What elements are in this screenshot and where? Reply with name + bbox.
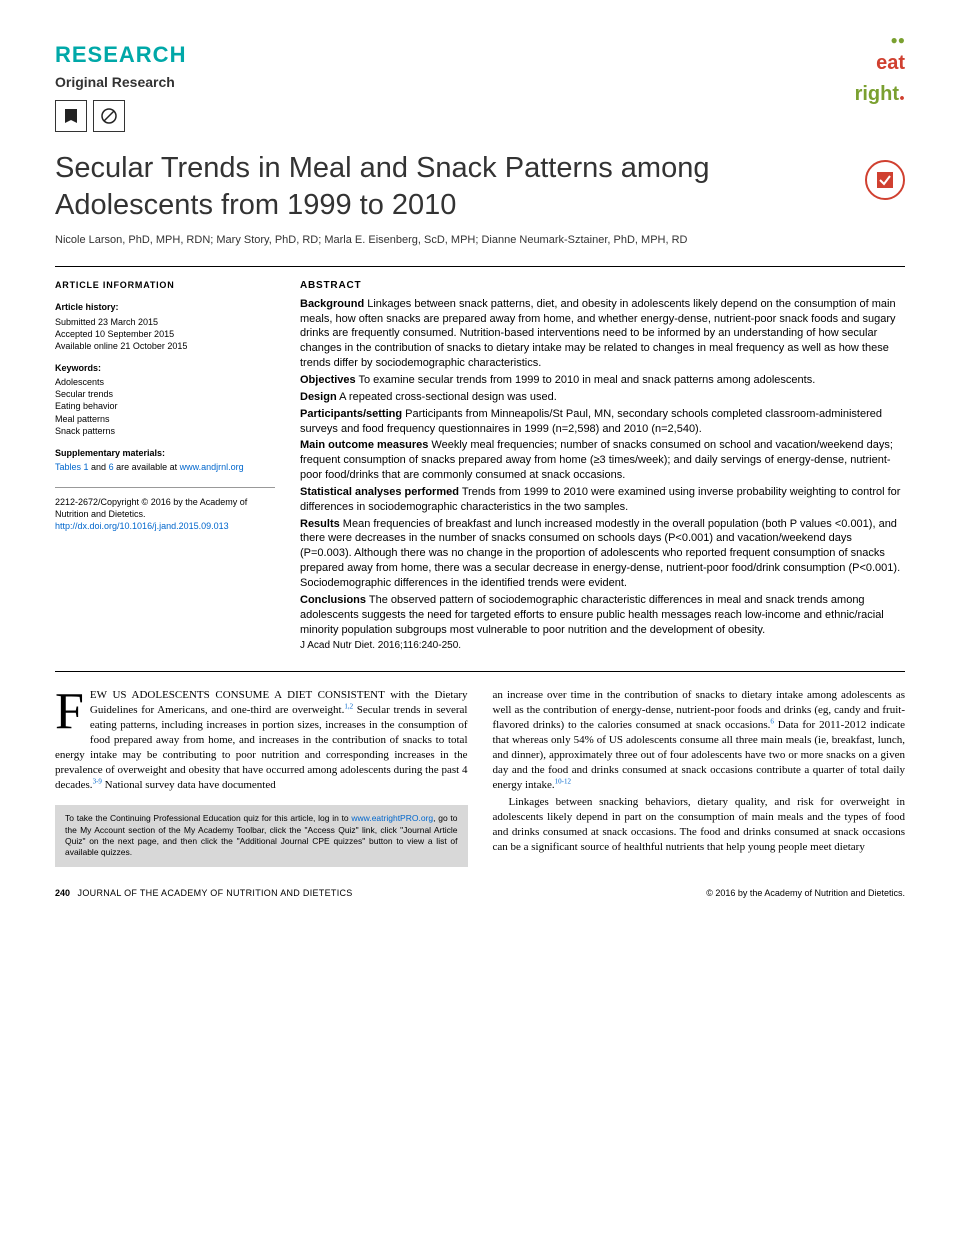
footer-copyright: © 2016 by the Academy of Nutrition and D… [706,887,905,900]
abstract-conclusions: Conclusions The observed pattern of soci… [300,593,905,638]
copyright-text: 2212-2672/Copyright © 2016 by the Academ… [55,496,275,520]
history-heading: Article history: [55,301,275,313]
dropcap: F [55,688,90,734]
keyword: Adolescents [55,376,275,388]
keyword: Snack patterns [55,425,275,437]
history-line: Submitted 23 March 2015 [55,316,275,328]
section-divider [55,266,905,267]
abstract-participants: Participants/setting Participants from M… [300,407,905,437]
cpe-url-link[interactable]: www.eatrightPRO.org [351,813,433,823]
authors-list: Nicole Larson, PhD, MPH, RDN; Mary Story… [55,233,905,248]
abstract-results: Results Mean frequencies of breakfast an… [300,517,905,591]
journal-name: JOURNAL OF THE ACADEMY OF NUTRITION AND … [78,888,353,898]
abstract-heading: ABSTRACT [300,279,905,293]
abstract-citation: J Acad Nutr Diet. 2016;116:240-250. [300,639,905,653]
keyword: Meal patterns [55,413,275,425]
book-icon [55,100,87,132]
keyword: Secular trends [55,388,275,400]
article-info-heading: ARTICLE INFORMATION [55,279,275,291]
section-type: Original Research [55,73,186,93]
supp-text: Tables 1 and 6 are available at www.andj… [55,461,275,473]
footer-left: 240 JOURNAL OF THE ACADEMY OF NUTRITION … [55,887,353,900]
section-divider [55,671,905,672]
body-para-1: EW US ADOLESCENTS CONSUME A DIET CONSIST… [55,689,468,791]
research-label: RESEARCH [55,40,186,71]
body-para-2: an increase over time in the contributio… [493,689,906,791]
doi-link[interactable]: http://dx.doi.org/10.1016/j.jand.2015.09… [55,520,275,532]
keyword: Eating behavior [55,400,275,412]
eat-right-logo: ●● eat right. [855,32,905,110]
history-line: Available online 21 October 2015 [55,340,275,352]
abstract-objectives: Objectives To examine secular trends fro… [300,373,905,388]
crossmark-badge[interactable] [865,160,905,200]
article-title: Secular Trends in Meal and Snack Pattern… [55,150,778,223]
supp-tables-link[interactable]: 6 [109,462,114,472]
keywords-heading: Keywords: [55,362,275,374]
cpe-quiz-box: To take the Continuing Professional Educ… [55,805,468,867]
history-line: Accepted 10 September 2015 [55,328,275,340]
abstract-outcomes: Main outcome measures Weekly meal freque… [300,438,905,483]
abstract-design: Design A repeated cross-sectional design… [300,390,905,405]
supp-heading: Supplementary materials: [55,447,275,459]
body-para-3: Linkages between snacking behaviors, die… [493,795,906,854]
supp-tables-link[interactable]: Tables 1 [55,462,89,472]
supp-url-link[interactable]: www.andjrnl.org [180,462,244,472]
abstract-background: Background Linkages between snack patter… [300,297,905,371]
page-number: 240 [55,888,70,898]
abstract-stats: Statistical analyses performed Trends fr… [300,485,905,515]
no-symbol-icon [93,100,125,132]
